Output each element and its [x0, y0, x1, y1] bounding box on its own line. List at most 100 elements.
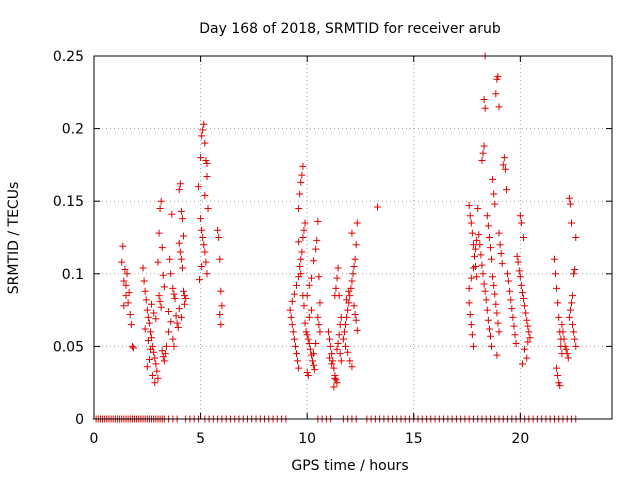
x-tick-label: 5 — [196, 431, 205, 447]
data-point — [351, 255, 359, 263]
data-point — [556, 382, 564, 390]
data-point — [178, 264, 186, 272]
data-points — [118, 52, 580, 391]
x-axis-label: GPS time / hours — [291, 458, 408, 474]
data-point — [520, 294, 528, 302]
data-point — [288, 297, 296, 305]
data-point — [145, 355, 153, 363]
data-point — [374, 203, 382, 211]
data-point — [312, 339, 320, 347]
data-point — [555, 379, 563, 387]
data-point — [120, 302, 128, 310]
data-point — [345, 287, 353, 295]
data-point — [565, 194, 573, 202]
data-point — [496, 241, 504, 249]
data-point — [569, 292, 577, 300]
data-point — [469, 264, 477, 272]
data-point — [466, 212, 474, 220]
data-point — [287, 313, 295, 321]
data-point — [468, 331, 476, 339]
data-point — [200, 120, 208, 128]
data-point — [477, 251, 485, 259]
data-point — [501, 165, 509, 173]
data-point — [160, 357, 168, 365]
axis-ticks — [93, 55, 612, 420]
data-point — [151, 354, 159, 362]
data-point — [498, 260, 506, 268]
data-point — [560, 335, 568, 343]
data-point — [480, 280, 488, 288]
data-point — [301, 219, 309, 227]
data-point — [507, 296, 515, 304]
data-point — [143, 306, 151, 314]
data-point — [119, 242, 127, 250]
data-point — [335, 331, 343, 339]
data-point — [173, 319, 181, 327]
data-point — [148, 300, 156, 308]
data-point — [493, 309, 501, 317]
data-point — [160, 283, 168, 291]
data-point — [552, 270, 560, 278]
data-point — [157, 303, 165, 311]
data-point — [554, 371, 562, 379]
data-point — [291, 342, 299, 350]
data-point — [295, 238, 303, 246]
data-point — [494, 72, 502, 80]
data-point — [154, 374, 162, 382]
data-point — [570, 328, 578, 336]
data-point — [486, 332, 494, 340]
data-point — [493, 351, 501, 359]
data-point — [121, 265, 129, 273]
data-point — [481, 287, 489, 295]
data-point — [120, 277, 128, 285]
data-point — [302, 328, 310, 336]
data-point — [465, 299, 473, 307]
data-point — [465, 202, 473, 210]
data-point — [513, 252, 521, 260]
data-point — [350, 263, 358, 271]
data-point — [307, 306, 315, 314]
data-point — [202, 157, 210, 165]
data-point — [297, 270, 305, 278]
data-point — [181, 300, 189, 308]
data-point — [300, 302, 308, 310]
x-tick-label: 20 — [511, 431, 529, 447]
data-point — [525, 328, 533, 336]
data-point — [123, 270, 131, 278]
data-point — [196, 276, 204, 284]
data-point — [554, 299, 562, 307]
data-point — [488, 342, 496, 350]
data-point — [517, 281, 525, 289]
data-point — [492, 90, 500, 98]
data-point — [216, 255, 224, 263]
data-point — [482, 296, 490, 304]
data-point — [176, 180, 184, 188]
data-point — [483, 306, 491, 314]
data-point — [469, 241, 477, 249]
data-point — [495, 103, 503, 111]
data-point — [508, 305, 516, 313]
y-tick-label: 0.15 — [53, 194, 84, 210]
data-point — [306, 345, 314, 353]
data-point — [305, 281, 313, 289]
data-point — [144, 337, 152, 345]
data-point — [515, 267, 523, 275]
data-point — [335, 292, 343, 300]
data-point — [468, 229, 476, 237]
data-point — [569, 321, 577, 329]
data-point — [157, 197, 165, 205]
data-point — [550, 255, 558, 263]
data-point — [469, 342, 477, 350]
data-point — [155, 292, 163, 300]
data-point — [570, 270, 578, 278]
data-point — [298, 171, 306, 179]
y-tick-labels: 0 0.05 0.1 0.15 0.2 0.25 — [53, 49, 84, 428]
data-point — [310, 257, 318, 265]
data-point — [472, 245, 480, 253]
data-point — [328, 360, 336, 368]
data-point — [516, 212, 524, 220]
data-point — [314, 218, 322, 226]
data-point — [305, 339, 313, 347]
data-point — [310, 361, 318, 369]
data-point — [294, 357, 302, 365]
